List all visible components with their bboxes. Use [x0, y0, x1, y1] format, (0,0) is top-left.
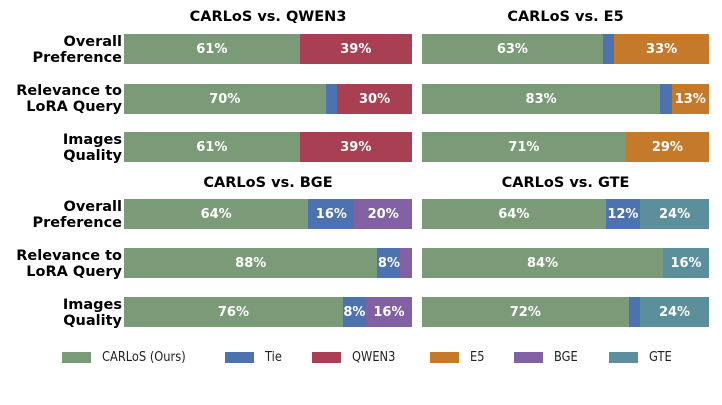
bar-segment-carlos-ours: 63% — [422, 34, 603, 64]
bar-segment-tie — [660, 84, 672, 114]
bar-segment-carlos-ours: 88% — [124, 248, 378, 278]
bar-segment-e5: 29% — [625, 132, 709, 162]
row-label-overall-preference: Overall Preference — [32, 199, 123, 231]
legend-item: BGE — [514, 350, 581, 365]
row-label-images-quality: Images Quality — [62, 297, 122, 329]
bar-segment-tie — [628, 297, 641, 327]
stacked-bar: 61% 39% — [124, 132, 412, 162]
bar-segment-tie — [602, 34, 615, 64]
bar-segment-bge — [400, 248, 412, 278]
stacked-bar: 88% 8% — [124, 248, 412, 278]
bar-segment-carlos-ours: 70% — [124, 84, 326, 114]
stacked-bar: 83% 13% — [422, 84, 709, 114]
legend-item: Tie — [225, 350, 284, 365]
bar-segment-carlos-ours: 76% — [124, 297, 343, 327]
legend-item: QWEN3 — [312, 350, 401, 365]
legend-swatch-icon — [609, 352, 639, 363]
bar-segment-gte: 24% — [640, 199, 709, 229]
row-label-relevance: Relevance to LoRA Query — [16, 248, 122, 280]
bar-segment-qwen3: 30% — [337, 84, 412, 114]
legend-swatch-icon — [514, 352, 544, 363]
bar-segment-tie — [325, 84, 338, 114]
legend-item: CARLoS (Ours) — [62, 350, 197, 365]
stacked-bar: 72% 24% — [422, 297, 709, 327]
bar-segment-tie: 12% — [605, 199, 641, 229]
legend-label: BGE — [554, 350, 578, 365]
panel-title-gte: CARLoS vs. GTE — [501, 175, 630, 191]
bar-segment-carlos-ours: 84% — [422, 248, 664, 278]
bar-segment-bge: 16% — [365, 297, 412, 327]
stacked-bar: 84% 16% — [422, 248, 709, 278]
bar-segment-qwen3: 39% — [299, 34, 412, 64]
bar-segment-carlos-ours: 64% — [422, 199, 606, 229]
bar-segment-qwen3: 39% — [299, 132, 412, 162]
legend-label: CARLoS (Ours) — [102, 350, 186, 365]
stacked-bar: 64% 12% 24% — [422, 199, 709, 229]
bar-segment-tie: 8% — [342, 297, 366, 327]
bar-segment-bge: 20% — [354, 199, 412, 229]
bar-segment-carlos-ours: 61% — [124, 132, 300, 162]
panel-title-qwen3: CARLoS vs. QWEN3 — [189, 9, 347, 25]
stacked-bar: 63% 33% — [422, 34, 709, 64]
bar-segment-carlos-ours: 71% — [422, 132, 626, 162]
stacked-bar: 71% 29% — [422, 132, 709, 162]
legend-label: QWEN3 — [352, 350, 396, 365]
bar-segment-carlos-ours: 83% — [422, 84, 661, 114]
bar-segment-carlos-ours: 61% — [124, 34, 300, 64]
row-label-images-quality: Images Quality — [62, 132, 122, 164]
stacked-bar: 70% 30% — [124, 84, 412, 114]
bar-segment-gte: 24% — [640, 297, 709, 327]
legend-label: E5 — [469, 350, 485, 365]
bar-segment-e5: 13% — [671, 84, 709, 114]
bar-segment-tie: 8% — [377, 248, 401, 278]
bar-segment-carlos-ours: 72% — [422, 297, 629, 327]
legend-label: GTE — [649, 350, 672, 365]
bar-segment-carlos-ours: 64% — [124, 199, 309, 229]
panel-title-e5: CARLoS vs. E5 — [507, 9, 624, 25]
row-label-relevance: Relevance to LoRA Query — [16, 83, 122, 115]
bar-segment-tie: 16% — [308, 199, 355, 229]
stacked-bar: 64% 16% 20% — [124, 199, 412, 229]
legend-swatch-icon — [429, 352, 459, 363]
bar-segment-e5: 33% — [614, 34, 709, 64]
legend: CARLoS (Ours) Tie QWEN3 E5 BGE GTE — [62, 350, 675, 365]
legend-swatch-icon — [312, 352, 342, 363]
legend-item: GTE — [609, 350, 675, 365]
legend-swatch-icon — [62, 352, 91, 363]
legend-item: E5 — [429, 350, 487, 365]
stacked-bar: 61% 39% — [124, 34, 412, 64]
row-label-overall-preference: Overall Preference — [32, 34, 123, 66]
legend-swatch-icon — [225, 352, 255, 363]
legend-label: Tie — [265, 350, 282, 365]
stacked-bar: 76% 8% 16% — [124, 297, 412, 327]
bar-segment-gte: 16% — [663, 248, 709, 278]
panel-title-bge: CARLoS vs. BGE — [203, 175, 333, 191]
